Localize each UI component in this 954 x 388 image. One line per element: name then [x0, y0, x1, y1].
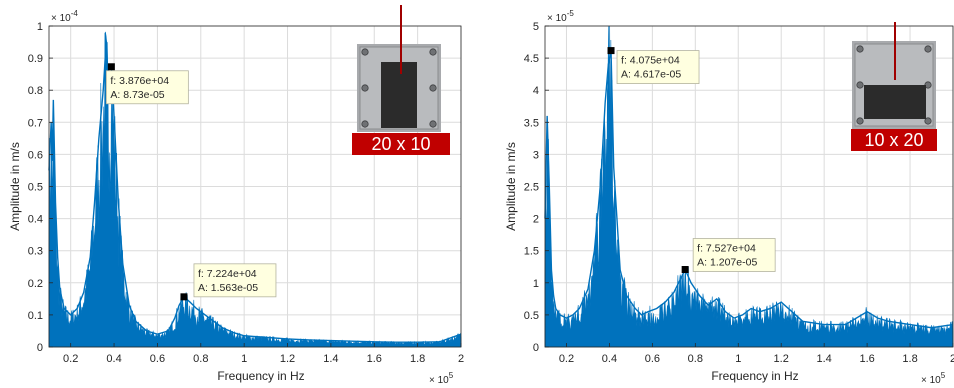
x-tick-label: 0.6 — [645, 353, 660, 365]
y-tick-label: 0.7 — [28, 117, 43, 129]
y-tick-label: 3.5 — [524, 117, 539, 129]
x-exponent-base: × 10 — [921, 375, 941, 386]
datatip-frequency: f: 7.224e+04 — [198, 268, 257, 280]
y-tick-label: 1 — [37, 21, 43, 33]
x-tick-label: 0.8 — [688, 353, 703, 365]
size-label: 10 x 20 — [864, 130, 923, 150]
screw-hole — [924, 45, 932, 53]
x-tick-label: 1 — [735, 353, 741, 365]
y-exponent-power: -4 — [71, 9, 79, 18]
y-tick-label: 3 — [533, 149, 539, 161]
x-tick-label: 2 — [950, 353, 954, 365]
spectrum-envelope — [48, 54, 462, 343]
sample-block — [381, 62, 417, 128]
x-tick-label: 1.2 — [774, 353, 789, 365]
x-axis-label: Frequency in Hz — [217, 369, 304, 383]
x-tick-label: 0.2 — [63, 353, 78, 365]
datatip-amplitude: A: 1.207e-05 — [697, 257, 757, 269]
datatip-box — [692, 238, 776, 272]
y-tick-label: 0.5 — [524, 310, 539, 322]
x-exponent-base: × 10 — [429, 375, 449, 386]
x-tick-label: 0.4 — [106, 353, 121, 365]
y-exponent-base: × 10 — [51, 13, 71, 24]
datatip-box — [105, 70, 189, 105]
screw-hole — [856, 45, 864, 53]
y-tick-label: 0.5 — [28, 182, 43, 194]
y-tick-label: 1.5 — [524, 246, 539, 258]
screw-hole — [429, 48, 437, 56]
x-tick-label: 1 — [241, 353, 247, 365]
x-tick-label: 0.6 — [150, 353, 165, 365]
datatip-frequency: f: 4.075e+04 — [621, 55, 680, 67]
datatip-amplitude: A: 8.73e-05 — [110, 89, 164, 101]
y-tick-label: 0.6 — [28, 149, 43, 161]
datatip-box — [616, 50, 700, 84]
y-tick-label: 0.4 — [28, 214, 43, 226]
y-tick-label: 5 — [533, 21, 539, 33]
datatip-marker — [607, 47, 615, 55]
y-tick-label: 0 — [37, 342, 43, 354]
y-tick-label: 4.5 — [524, 53, 539, 65]
screw-hole — [856, 117, 864, 125]
y-tick-label: 2 — [533, 214, 539, 226]
datatip-frequency: f: 7.527e+04 — [697, 243, 756, 255]
size-banner — [352, 133, 450, 155]
x-tick-label: 0.4 — [602, 353, 617, 365]
datatip-frequency: f: 3.876e+04 — [110, 75, 169, 87]
datatip-amplitude: A: 1.563e-05 — [198, 282, 258, 294]
y-tick-label: 2.5 — [524, 182, 539, 194]
x-exponent-label: × 105 — [429, 371, 454, 386]
datatip-amplitude: A: 4.617e-05 — [621, 69, 681, 81]
y-exponent-base: × 10 — [547, 13, 567, 24]
x-exponent-power: 5 — [449, 371, 454, 380]
x-tick-label: 1.4 — [323, 353, 338, 365]
x-tick-label: 1.6 — [859, 353, 874, 365]
screw-hole — [361, 48, 369, 56]
chart-2: 0.2 0.4 0.6 0.8 1 1.2 1.4 1.6 1.8 2 0 0.5 1 1.5 2 2.5 3 3… — [504, 9, 954, 386]
y-tick-label: 0.8 — [28, 85, 43, 97]
y-axis-label: Amplitude in m/s — [8, 142, 22, 231]
y-tick-label: 0.1 — [28, 310, 43, 322]
screw-hole — [856, 81, 864, 89]
y-tick-label: 4 — [533, 85, 539, 97]
inset-photo: 20 x 10 — [352, 5, 450, 155]
x-tick-label: 1.4 — [817, 353, 832, 365]
datatip-marker — [180, 293, 188, 301]
x-tick-label: 1.8 — [902, 353, 917, 365]
spectrum-envelope — [544, 50, 954, 329]
x-tick-label: 2 — [458, 353, 464, 365]
screw-hole — [361, 84, 369, 92]
chart-1: 0.2 0.4 0.6 0.8 1 1.2 1.4 1.6 1.8 2 0 0.1 0.2 0.3 0.4 0… — [8, 5, 464, 386]
screw-hole — [361, 120, 369, 128]
datatip-marker — [681, 266, 689, 274]
screw-hole — [429, 120, 437, 128]
size-banner — [851, 129, 937, 151]
sample-block — [864, 85, 926, 119]
y-tick-label: 0.3 — [28, 246, 43, 258]
x-tick-label: 1.6 — [367, 353, 382, 365]
y-exponent-label: × 10-4 — [51, 9, 78, 24]
y-tick-label: 0.2 — [28, 278, 43, 290]
y-exponent-label: × 10-5 — [547, 9, 574, 24]
y-exponent-power: -5 — [567, 9, 575, 18]
x-tick-label: 1.2 — [280, 353, 295, 365]
screw-hole — [429, 84, 437, 92]
spectrum-area — [544, 25, 954, 348]
x-exponent-label: × 105 — [921, 371, 946, 386]
screw-hole — [924, 117, 932, 125]
datatip-box — [193, 263, 277, 298]
x-tick-label: 0.2 — [559, 353, 574, 365]
y-tick-label: 0 — [533, 342, 539, 354]
x-exponent-power: 5 — [941, 371, 946, 380]
y-tick-label: 1 — [533, 278, 539, 290]
inset-photo: 10 x 20 — [851, 22, 937, 151]
size-label: 20 x 10 — [371, 134, 430, 154]
y-tick-label: 0.9 — [28, 53, 43, 65]
y-axis-label: Amplitude in m/s — [504, 142, 518, 231]
datatip-marker — [107, 63, 115, 71]
x-tick-label: 0.8 — [193, 353, 208, 365]
x-tick-label: 1.8 — [410, 353, 425, 365]
x-axis-label: Frequency in Hz — [711, 369, 798, 383]
